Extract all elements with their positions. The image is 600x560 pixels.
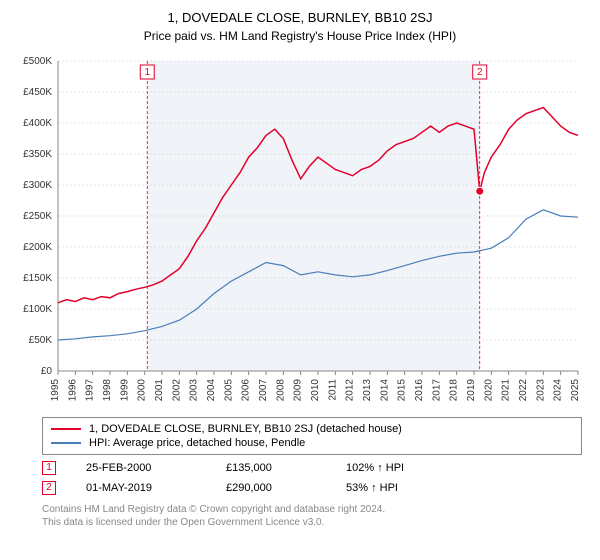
svg-text:2003: 2003 bbox=[189, 379, 200, 402]
svg-text:1998: 1998 bbox=[102, 379, 113, 402]
sale-date: 25-FEB-2000 bbox=[86, 462, 196, 474]
legend-label: HPI: Average price, detached house, Pend… bbox=[89, 437, 305, 449]
svg-text:2012: 2012 bbox=[345, 379, 356, 402]
sales-table: 1 25-FEB-2000 £135,000 102% ↑ HPI 2 01-MAY-20… bbox=[10, 461, 590, 495]
footer-line-1: Contains HM Land Registry data © Crown c… bbox=[42, 503, 590, 516]
svg-text:£100K: £100K bbox=[23, 304, 52, 315]
svg-text:2002: 2002 bbox=[171, 379, 182, 402]
sale-vs-hpi: 53% ↑ HPI bbox=[346, 482, 398, 494]
svg-text:£0: £0 bbox=[41, 366, 53, 377]
svg-text:2000: 2000 bbox=[137, 379, 148, 402]
svg-text:2019: 2019 bbox=[466, 379, 477, 402]
svg-text:2007: 2007 bbox=[258, 379, 269, 402]
svg-text:2023: 2023 bbox=[535, 379, 546, 402]
sale-row: 2 01-MAY-2019 £290,000 53% ↑ HPI bbox=[42, 481, 590, 495]
legend-swatch bbox=[51, 442, 81, 444]
svg-text:2004: 2004 bbox=[206, 379, 217, 402]
svg-text:2025: 2025 bbox=[570, 379, 581, 402]
svg-text:2008: 2008 bbox=[275, 379, 286, 402]
svg-text:1995: 1995 bbox=[50, 379, 61, 402]
footer-line-2: This data is licensed under the Open Gov… bbox=[42, 516, 590, 529]
svg-text:2006: 2006 bbox=[241, 379, 252, 402]
sale-price: £290,000 bbox=[226, 482, 316, 494]
svg-text:2011: 2011 bbox=[327, 379, 338, 401]
sale-marker-icon: 1 bbox=[42, 461, 56, 475]
chart-svg: £0 £50K £100K £150K £200K £250K £300K £350K £400… bbox=[10, 51, 590, 411]
sale-marker-icon: 2 bbox=[42, 481, 56, 495]
svg-text:1: 1 bbox=[144, 67, 150, 78]
svg-text:£50K: £50K bbox=[29, 335, 53, 346]
legend-box: 1, DOVEDALE CLOSE, BURNLEY, BB10 2SJ (de… bbox=[42, 417, 582, 455]
footer-attribution: Contains HM Land Registry data © Crown c… bbox=[42, 503, 590, 529]
legend-row: HPI: Average price, detached house, Pend… bbox=[51, 436, 573, 450]
legend-swatch bbox=[51, 428, 81, 430]
svg-text:£150K: £150K bbox=[23, 273, 52, 284]
chart-title: 1, DOVEDALE CLOSE, BURNLEY, BB10 2SJ bbox=[10, 10, 590, 25]
svg-text:£300K: £300K bbox=[23, 180, 52, 191]
sale-vs-hpi: 102% ↑ HPI bbox=[346, 462, 404, 474]
svg-text:£250K: £250K bbox=[23, 211, 52, 222]
chart-subtitle: Price paid vs. HM Land Registry's House … bbox=[10, 29, 590, 43]
svg-text:2015: 2015 bbox=[397, 379, 408, 402]
svg-text:1996: 1996 bbox=[67, 379, 78, 402]
chart-container: 1, DOVEDALE CLOSE, BURNLEY, BB10 2SJ Pri… bbox=[0, 0, 600, 560]
svg-text:£200K: £200K bbox=[23, 242, 52, 253]
svg-text:2018: 2018 bbox=[449, 379, 460, 402]
sale-date: 01-MAY-2019 bbox=[86, 482, 196, 494]
svg-text:2022: 2022 bbox=[518, 379, 529, 402]
svg-text:2001: 2001 bbox=[154, 379, 165, 402]
svg-text:2020: 2020 bbox=[483, 379, 494, 402]
svg-text:2009: 2009 bbox=[293, 379, 304, 402]
svg-text:£400K: £400K bbox=[23, 118, 52, 129]
chart-plot-area: £0 £50K £100K £150K £200K £250K £300K £350K £400… bbox=[10, 51, 590, 411]
svg-text:1997: 1997 bbox=[85, 379, 96, 402]
svg-text:2014: 2014 bbox=[379, 379, 390, 402]
svg-text:2013: 2013 bbox=[362, 379, 373, 402]
svg-text:2017: 2017 bbox=[431, 379, 442, 402]
svg-text:£450K: £450K bbox=[23, 87, 52, 98]
svg-text:2005: 2005 bbox=[223, 379, 234, 402]
svg-text:£500K: £500K bbox=[23, 56, 52, 67]
svg-text:£350K: £350K bbox=[23, 149, 52, 160]
svg-text:1999: 1999 bbox=[119, 379, 130, 402]
sale-row: 1 25-FEB-2000 £135,000 102% ↑ HPI bbox=[42, 461, 590, 475]
sale-price: £135,000 bbox=[226, 462, 316, 474]
svg-text:2010: 2010 bbox=[310, 379, 321, 402]
legend-label: 1, DOVEDALE CLOSE, BURNLEY, BB10 2SJ (de… bbox=[89, 423, 402, 435]
svg-text:2016: 2016 bbox=[414, 379, 425, 402]
svg-text:2: 2 bbox=[477, 67, 483, 78]
svg-text:2024: 2024 bbox=[553, 379, 564, 402]
svg-text:2021: 2021 bbox=[501, 379, 512, 402]
legend-row: 1, DOVEDALE CLOSE, BURNLEY, BB10 2SJ (de… bbox=[51, 422, 573, 436]
